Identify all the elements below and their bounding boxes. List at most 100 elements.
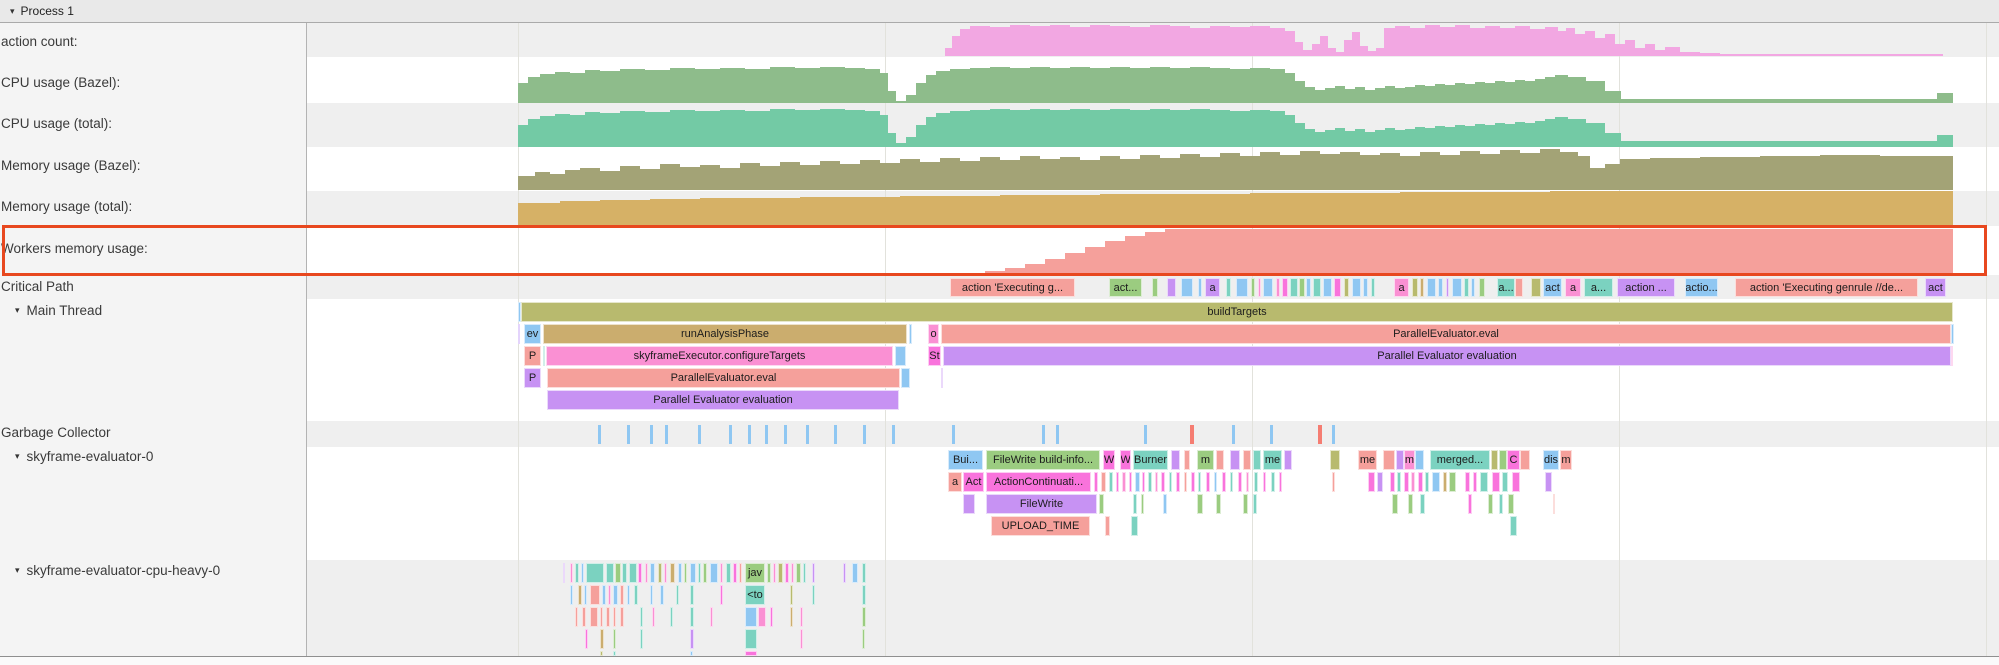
counter-chart-memory-usage-bazel[interactable]	[880, 163, 900, 190]
counter-chart-cpu-usage-total[interactable]	[880, 115, 888, 147]
skyframe-evaluator-cpu-heavy-0-span[interactable]	[726, 563, 731, 583]
counter-chart-action-count[interactable]	[1605, 34, 1615, 56]
skyframe-evaluator-0-span[interactable]: merged...	[1430, 450, 1490, 470]
counter-chart-memory-usage-total[interactable]	[1050, 195, 1100, 225]
skyframe-evaluator-0-span[interactable]	[1148, 472, 1152, 492]
counter-chart-action-count[interactable]	[990, 27, 1010, 56]
counter-chart-cpu-usage-total[interactable]	[1295, 123, 1305, 147]
main-thread-span[interactable]	[909, 324, 912, 344]
counter-chart-action-count[interactable]	[1285, 31, 1295, 56]
skyframe-evaluator-0-span[interactable]	[1155, 472, 1158, 492]
counter-chart-cpu-usage-total[interactable]	[1405, 129, 1415, 147]
critical-path-span[interactable]	[1531, 278, 1541, 297]
counter-chart-action-count[interactable]	[1440, 27, 1455, 56]
counter-chart-cpu-usage-total[interactable]	[820, 109, 845, 147]
counter-chart-cpu-usage-bazel[interactable]	[1150, 67, 1170, 103]
counter-chart-cpu-usage-bazel[interactable]	[1555, 75, 1568, 103]
skyframe-evaluator-0-span[interactable]	[1284, 450, 1292, 470]
counter-chart-cpu-usage-bazel[interactable]	[1315, 90, 1325, 103]
gc-event-tick[interactable]	[1144, 425, 1147, 444]
skyframe-evaluator-0-span[interactable]	[1520, 450, 1530, 470]
skyframe-evaluator-cpu-heavy-0-span[interactable]	[563, 563, 565, 583]
counter-chart-action-count[interactable]	[1376, 48, 1384, 56]
counter-chart-action-count[interactable]	[1700, 53, 1720, 56]
counter-chart-memory-usage-bazel[interactable]	[1400, 156, 1420, 190]
main-thread-span[interactable]: ev	[524, 324, 541, 344]
counter-chart-cpu-usage-total[interactable]	[1230, 111, 1250, 147]
skyframe-evaluator-0-span[interactable]: dis	[1543, 450, 1559, 470]
skyframe-evaluator-0-span[interactable]	[1161, 472, 1165, 492]
counter-chart-memory-usage-total[interactable]	[1600, 191, 1700, 225]
counter-chart-memory-usage-total[interactable]	[700, 198, 750, 225]
counter-chart-cpu-usage-total[interactable]	[1425, 128, 1435, 147]
counter-chart-cpu-usage-total[interactable]	[896, 143, 906, 147]
skyframe-evaluator-cpu-heavy-0-span[interactable]	[582, 607, 586, 627]
skyframe-evaluator-cpu-heavy-0-span[interactable]	[703, 563, 707, 583]
counter-chart-memory-usage-total[interactable]	[1300, 193, 1350, 225]
skyframe-evaluator-0-span[interactable]	[1184, 450, 1190, 470]
counter-chart-cpu-usage-bazel[interactable]	[1395, 88, 1405, 103]
gc-event-tick[interactable]	[665, 425, 668, 444]
counter-chart-action-count[interactable]	[1410, 28, 1425, 56]
counter-chart-cpu-usage-total[interactable]	[1535, 121, 1545, 147]
counter-chart-cpu-usage-bazel[interactable]	[1475, 82, 1485, 103]
critical-path-span[interactable]	[1371, 278, 1375, 297]
counter-chart-cpu-usage-total[interactable]	[518, 125, 528, 147]
skyframe-evaluator-cpu-heavy-0-span[interactable]	[570, 563, 573, 583]
counter-chart-cpu-usage-total[interactable]	[1030, 109, 1050, 147]
skyframe-evaluator-0-span[interactable]	[1243, 494, 1248, 514]
counter-chart-cpu-usage-total[interactable]	[555, 114, 570, 147]
counter-chart-action-count[interactable]	[1336, 52, 1344, 56]
counter-chart-action-count[interactable]	[1384, 28, 1395, 56]
counter-chart-memory-usage-bazel[interactable]	[820, 161, 840, 190]
counter-chart-action-count[interactable]	[1585, 31, 1595, 56]
counter-chart-cpu-usage-bazel[interactable]	[1270, 69, 1285, 103]
skyframe-evaluator-cpu-heavy-0-span[interactable]	[862, 629, 865, 649]
counter-chart-cpu-usage-total[interactable]	[1475, 124, 1485, 147]
counter-chart-action-count[interactable]	[1230, 27, 1250, 56]
skyframe-evaluator-0-span[interactable]	[1512, 472, 1520, 492]
skyframe-evaluator-cpu-heavy-0-span[interactable]	[613, 651, 616, 656]
skyframe-evaluator-0-span[interactable]	[1216, 450, 1224, 470]
counter-chart-cpu-usage-bazel[interactable]	[1425, 86, 1435, 103]
counter-chart-memory-usage-total[interactable]	[1200, 194, 1250, 225]
skyframe-evaluator-cpu-heavy-0-span[interactable]	[600, 651, 603, 656]
skyframe-evaluator-0-span[interactable]: FileWrite	[986, 494, 1097, 514]
counter-chart-cpu-usage-bazel[interactable]	[620, 69, 645, 103]
counter-chart-memory-usage-bazel[interactable]	[580, 168, 600, 190]
counter-chart-cpu-usage-bazel[interactable]	[1250, 68, 1270, 103]
skyframe-evaluator-0-span[interactable]	[1404, 472, 1409, 492]
main-thread-span[interactable]	[1951, 346, 1953, 366]
skyframe-evaluator-0-span[interactable]	[1449, 472, 1456, 492]
counter-chart-cpu-usage-total[interactable]	[1250, 110, 1270, 147]
counter-chart-memory-usage-bazel[interactable]	[720, 168, 740, 190]
counter-chart-action-count[interactable]	[1558, 31, 1566, 56]
counter-chart-memory-usage-total[interactable]	[1900, 191, 1953, 225]
counter-chart-cpu-usage-total[interactable]	[1150, 109, 1170, 147]
counter-chart-action-count[interactable]	[1352, 32, 1360, 56]
critical-path-span[interactable]	[1438, 278, 1443, 297]
skyframe-evaluator-cpu-heavy-0-span[interactable]	[613, 607, 616, 627]
skyframe-evaluator-0-span[interactable]	[1377, 472, 1383, 492]
counter-chart-cpu-usage-total[interactable]	[585, 112, 600, 147]
skyframe-evaluator-cpu-heavy-0-span[interactable]	[690, 585, 694, 605]
skyframe-evaluator-0-span[interactable]: UPLOAD_TIME	[991, 516, 1090, 536]
counter-chart-action-count[interactable]	[1500, 28, 1515, 56]
skyframe-evaluator-cpu-heavy-0-span[interactable]	[578, 585, 582, 605]
skyframe-evaluator-0-span[interactable]	[1253, 450, 1261, 470]
skyframe-evaluator-cpu-heavy-0-span[interactable]	[862, 585, 866, 605]
counter-chart-cpu-usage-total[interactable]	[990, 109, 1010, 147]
skyframe-evaluator-cpu-heavy-0-span[interactable]	[790, 585, 793, 605]
skyframe-evaluator-0-span[interactable]	[1133, 494, 1137, 514]
counter-chart-action-count[interactable]	[1665, 47, 1680, 56]
skyframe-evaluator-cpu-heavy-0-span[interactable]	[615, 563, 621, 583]
main-thread-span[interactable]: o	[928, 324, 939, 344]
counter-chart-action-count[interactable]	[1515, 26, 1530, 56]
critical-path-span[interactable]: act	[1925, 278, 1946, 297]
skyframe-evaluator-0-span[interactable]	[1397, 472, 1401, 492]
skyframe-evaluator-0-span[interactable]	[1492, 472, 1500, 492]
counter-chart-cpu-usage-bazel[interactable]	[1937, 93, 1953, 103]
counter-chart-action-count[interactable]	[1295, 42, 1303, 56]
counter-chart-action-count[interactable]	[1250, 26, 1270, 56]
counter-chart-cpu-usage-total[interactable]	[1355, 129, 1365, 147]
